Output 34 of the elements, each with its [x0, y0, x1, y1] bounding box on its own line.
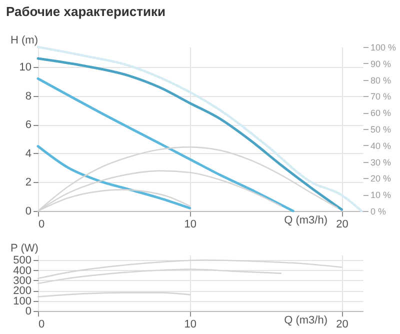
y2-tick-label: 50 %	[370, 124, 392, 134]
y2-tick-label: 40 %	[370, 140, 392, 151]
y2-tick-label: 60 %	[370, 108, 392, 118]
y2-tick-label: 90 %	[370, 58, 392, 69]
y-tick-label: 100	[13, 295, 32, 308]
x-tick-label: 0	[38, 218, 45, 230]
x-tick-label: 20	[336, 218, 348, 230]
y-tick-label: 500	[13, 254, 32, 267]
y2-tick-label: 80 %	[370, 75, 392, 86]
y2-tick-label: 70 %	[370, 92, 392, 102]
x-axis-title: Q (m3/h)	[284, 214, 328, 226]
x-tick-label: 20	[336, 318, 348, 330]
y2-tick-label: 30 %	[370, 157, 392, 168]
x-tick-label: 10	[184, 318, 196, 330]
y-tick-label: 10	[19, 62, 32, 74]
y-tick-label: 0	[25, 306, 32, 318]
y-tick-label: 200	[13, 285, 32, 298]
y2-tick-label: 20 %	[370, 174, 392, 184]
y-tick-label: 400	[13, 264, 32, 277]
y-tick-label: 0	[25, 206, 32, 218]
y2-tick-label: 100 %	[370, 42, 396, 52]
y-axis-title: P (W)	[10, 242, 38, 254]
y-tick-label: 4	[25, 148, 32, 160]
x-tick-label: 0	[38, 318, 45, 330]
y2-tick-label: 10 %	[370, 190, 392, 200]
y-tick-label: 8	[25, 90, 32, 102]
chart-title: Рабочие характеристики	[5, 3, 167, 21]
y-axis-title: H (m)	[10, 34, 38, 46]
y2-tick-label: 0 %	[370, 206, 386, 216]
y-tick-label: 6	[25, 119, 32, 132]
x-axis-title: Q (m3/h)	[284, 314, 328, 326]
x-tick-label: 10	[184, 218, 196, 230]
y-tick-label: 300	[13, 274, 32, 287]
y-tick-label: 2	[25, 176, 32, 189]
